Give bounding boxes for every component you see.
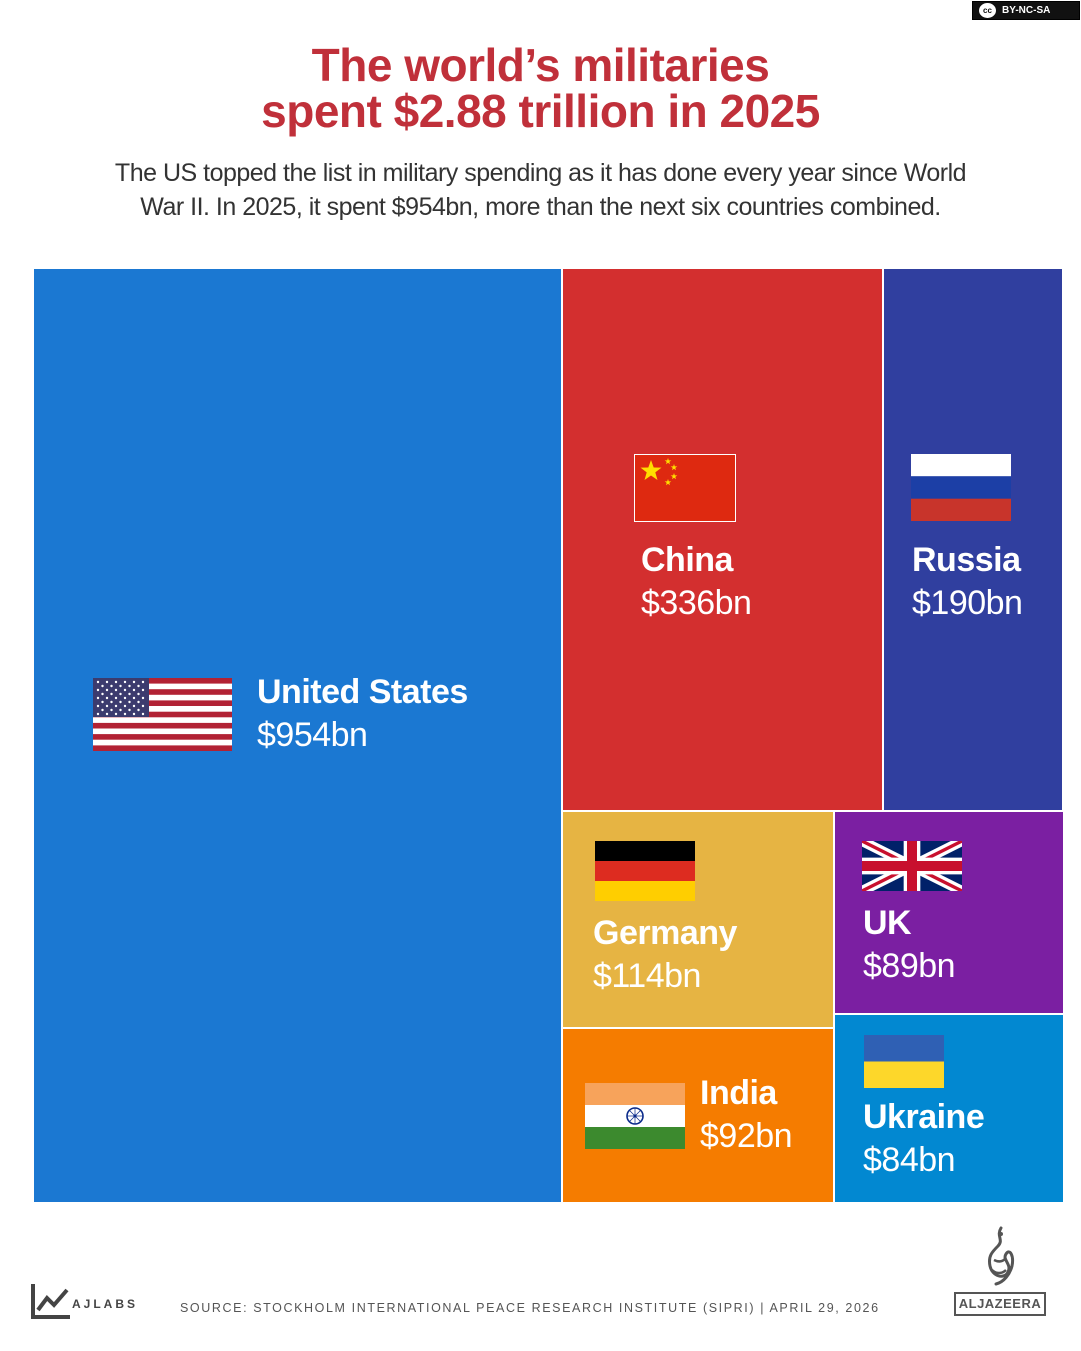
license-label: BY-NC-SA <box>1002 5 1051 16</box>
tile-india: India $92bn <box>561 1027 835 1204</box>
tile-united-states: United States $954bn <box>32 267 563 1204</box>
page-title: The world’s militaries spent $2.88 trill… <box>0 42 1081 134</box>
tile-germany: Germany $114bn <box>561 810 835 1029</box>
aljazeera-logo: ALJAZEERA <box>954 1292 1046 1316</box>
spending-label: $336bn <box>641 584 752 622</box>
us-flag-icon <box>93 678 232 751</box>
spending-label: $84bn <box>863 1141 956 1179</box>
spending-label: $89bn <box>863 947 956 985</box>
spending-label: $190bn <box>912 584 1023 622</box>
subtitle-line-1: The US topped the list in military spend… <box>114 159 967 187</box>
ajlabs-brand: AJLABS <box>72 1297 139 1311</box>
license-badge: cc BY-NC-SA <box>972 1 1080 20</box>
country-name: China <box>641 541 733 579</box>
title-line-1: The world’s militaries <box>311 39 770 91</box>
spending-label: $114bn <box>593 957 701 995</box>
ukraine-flag-icon <box>864 1035 944 1088</box>
tile-uk: UK $89bn <box>833 810 1065 1015</box>
country-name: India <box>700 1074 777 1112</box>
uk-flag-icon <box>862 841 962 891</box>
tile-russia: Russia $190bn <box>882 267 1064 812</box>
country-name: Germany <box>593 914 737 952</box>
tile-ukraine: Ukraine $84bn <box>833 1013 1065 1204</box>
country-name: Russia <box>912 541 1021 579</box>
spending-label: $92bn <box>700 1117 793 1155</box>
title-line-2: spent $2.88 trillion in 2025 <box>261 85 820 137</box>
page-subtitle: The US topped the list in military spend… <box>40 156 1041 224</box>
creative-commons-icon: cc <box>979 3 996 18</box>
germany-flag-icon <box>595 841 695 901</box>
china-flag-icon <box>634 454 736 522</box>
aljazeera-calligraphy-icon <box>988 1226 1014 1286</box>
source-credit: SOURCE: STOCKHOLM INTERNATIONAL PEACE RE… <box>180 1301 880 1315</box>
india-flag-icon <box>585 1083 685 1149</box>
country-name: United States <box>257 673 468 711</box>
country-name: UK <box>863 904 912 942</box>
tile-china: China $336bn <box>561 267 884 812</box>
russia-flag-icon <box>911 454 1011 521</box>
spending-label: $954bn <box>257 716 368 754</box>
subtitle-line-2: War II. In 2025, it spent $954bn, more t… <box>140 193 941 221</box>
ajlabs-chart-icon <box>31 1284 70 1319</box>
country-name: Ukraine <box>863 1098 985 1136</box>
